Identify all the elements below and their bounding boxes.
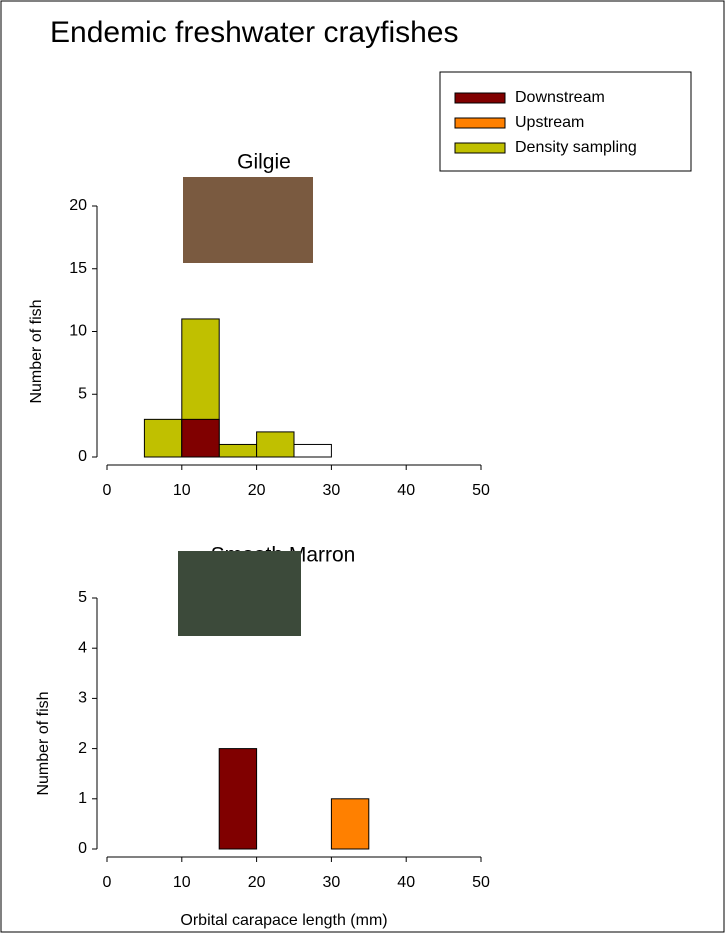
bar bbox=[256, 431, 295, 458]
x-tick-label: 40 bbox=[397, 482, 415, 499]
x-tick-label: 40 bbox=[397, 874, 415, 891]
x-tick-label: 10 bbox=[173, 874, 191, 891]
figure-title: Endemic freshwater crayfishes bbox=[50, 16, 459, 49]
x-tick-label: 50 bbox=[472, 482, 490, 499]
x-tick-label: 20 bbox=[248, 482, 266, 499]
y-axis-label: Number of fish bbox=[28, 299, 45, 403]
x-tick-label: 0 bbox=[103, 482, 112, 499]
bar bbox=[218, 748, 258, 850]
bar bbox=[293, 443, 332, 458]
bar bbox=[143, 418, 183, 458]
bar bbox=[330, 798, 370, 850]
legend-swatch bbox=[454, 117, 506, 129]
x-tick-label: 50 bbox=[472, 874, 490, 891]
y-tick-label: 2 bbox=[78, 740, 87, 757]
photo bbox=[178, 551, 301, 636]
legend-label: Downstream bbox=[515, 89, 605, 106]
legend-swatch bbox=[454, 92, 506, 104]
x-axis-label: Orbital carapace length (mm) bbox=[180, 912, 387, 929]
y-tick-label: 0 bbox=[78, 448, 87, 465]
y-tick-label: 4 bbox=[78, 639, 87, 656]
x-tick-label: 10 bbox=[173, 482, 191, 499]
legend-label: Density sampling bbox=[515, 139, 637, 156]
x-tick-label: 0 bbox=[103, 874, 112, 891]
y-axis-label: Number of fish bbox=[35, 691, 52, 795]
y-tick-label: 0 bbox=[78, 840, 87, 857]
y-tick-label: 3 bbox=[78, 690, 87, 707]
y-tick-label: 15 bbox=[69, 260, 87, 277]
x-tick-label: 20 bbox=[248, 874, 266, 891]
photo bbox=[183, 177, 313, 263]
legend-swatch bbox=[454, 142, 506, 154]
chart-title: Gilgie bbox=[237, 151, 291, 174]
y-tick-label: 5 bbox=[78, 385, 87, 402]
x-tick-label: 30 bbox=[323, 482, 341, 499]
x-tick-label: 30 bbox=[323, 874, 341, 891]
y-tick-label: 5 bbox=[78, 589, 87, 606]
legend-label: Upstream bbox=[515, 114, 584, 131]
bar bbox=[218, 443, 258, 458]
y-tick-label: 1 bbox=[78, 790, 87, 807]
y-tick-label: 10 bbox=[69, 323, 87, 340]
bar bbox=[181, 418, 220, 458]
y-tick-label: 20 bbox=[69, 197, 87, 214]
